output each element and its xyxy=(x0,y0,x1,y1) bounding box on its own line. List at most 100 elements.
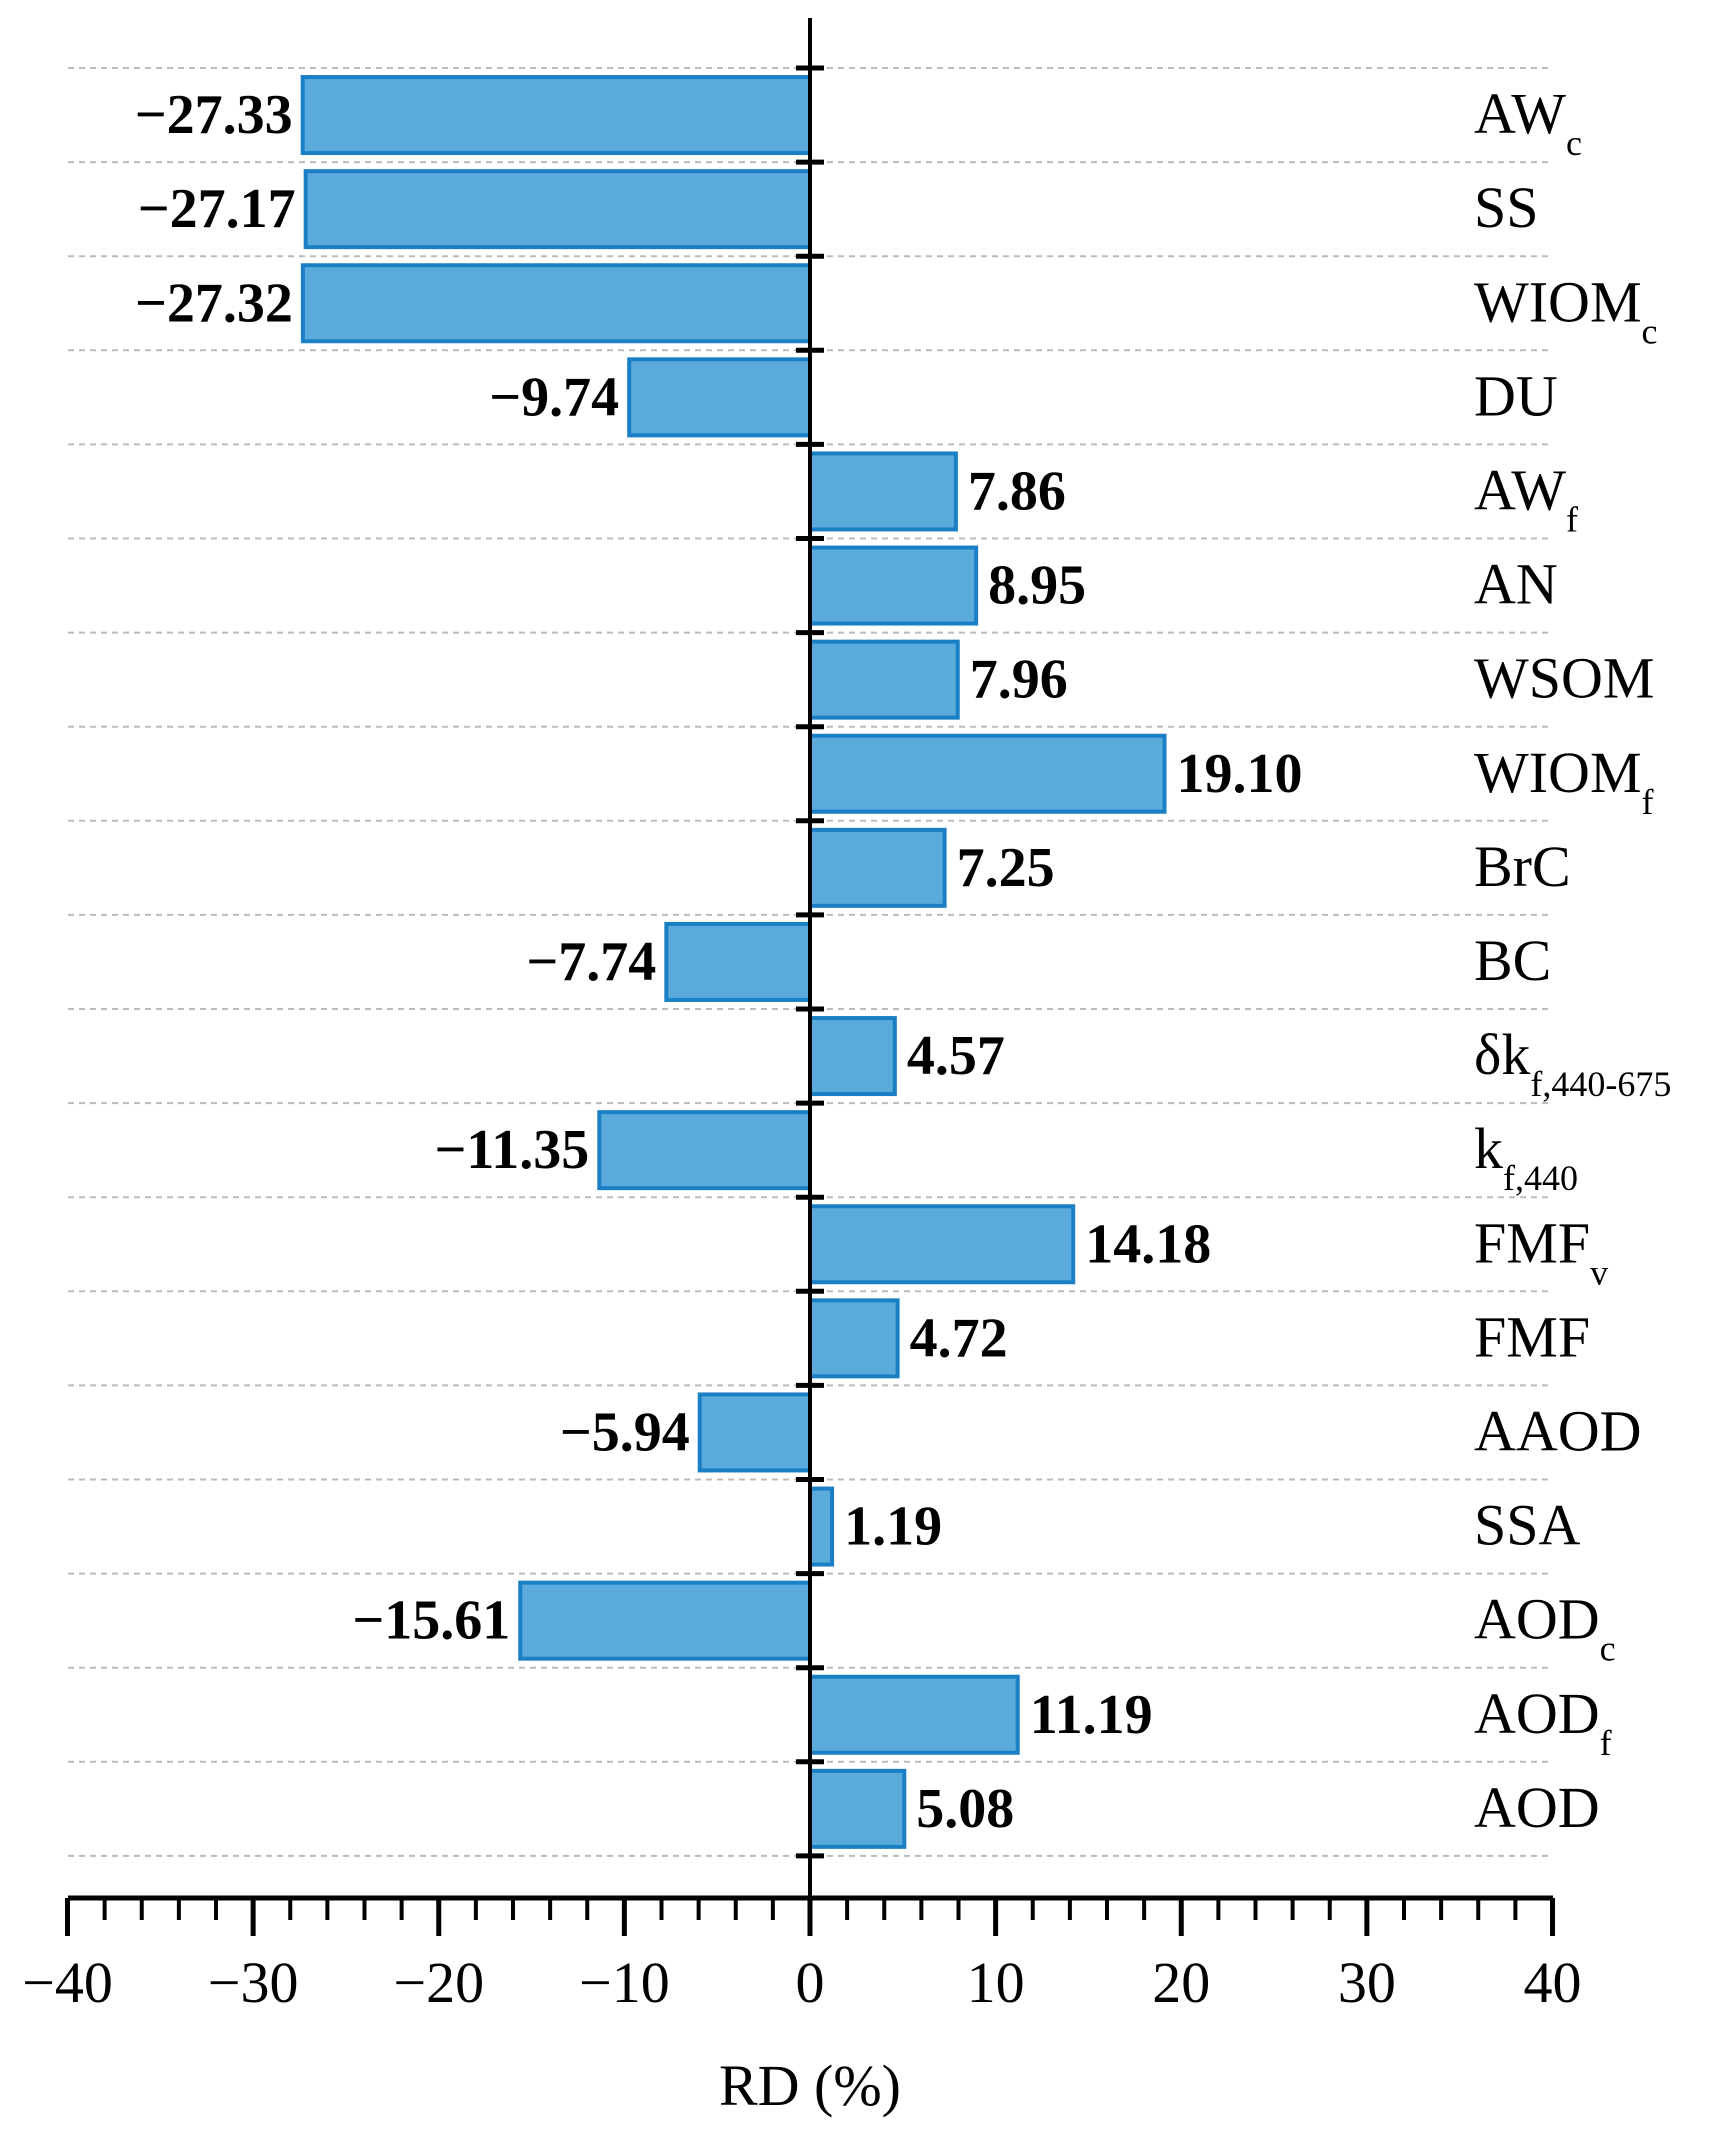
x-tick-label: 40 xyxy=(1524,1950,1582,2015)
category-label: WIOMc xyxy=(1474,269,1658,351)
bar xyxy=(627,357,812,438)
x-tick-label: 10 xyxy=(967,1950,1025,2015)
category-label-subscript: f xyxy=(1566,499,1578,539)
bar xyxy=(808,1674,1020,1755)
category-label-base: AOD xyxy=(1474,1587,1600,1652)
category-label: FMF xyxy=(1474,1304,1590,1369)
bar xyxy=(808,733,1167,814)
category-label-base: δk xyxy=(1474,1022,1530,1087)
category-label: AWc xyxy=(1474,81,1582,163)
category-label-base: SS xyxy=(1474,175,1539,240)
category-label: SSA xyxy=(1474,1493,1581,1558)
category-label-subscript: f xyxy=(1642,782,1654,822)
bar xyxy=(300,263,812,344)
category-label-subscript: f xyxy=(1600,1723,1612,1763)
bar xyxy=(808,1768,907,1849)
x-tick-label: 30 xyxy=(1338,1950,1396,2015)
value-label: −27.32 xyxy=(135,272,293,334)
value-label: 1.19 xyxy=(844,1496,942,1558)
category-label-base: AW xyxy=(1474,457,1566,522)
value-label: 8.95 xyxy=(988,555,1086,617)
category-label-base: DU xyxy=(1474,363,1558,428)
category-label: BC xyxy=(1474,928,1551,993)
category-label: AWf xyxy=(1474,457,1578,539)
value-label: 4.72 xyxy=(910,1307,1008,1369)
value-label: −7.74 xyxy=(526,931,656,993)
value-label: −9.74 xyxy=(489,366,619,428)
category-label: WSOM xyxy=(1474,646,1654,711)
category-label: AODc xyxy=(1474,1587,1616,1669)
bars xyxy=(300,75,1167,1849)
category-label-base: WIOM xyxy=(1474,740,1642,805)
category-label-base: AN xyxy=(1474,552,1558,617)
bar xyxy=(808,1486,835,1567)
x-axis-label: RD (%) xyxy=(719,2053,901,2118)
value-label: 5.08 xyxy=(916,1778,1014,1840)
category-label-subscript: v xyxy=(1590,1252,1608,1292)
value-label: 7.86 xyxy=(968,460,1066,522)
category-label: AN xyxy=(1474,552,1558,617)
category-label-base: FMF xyxy=(1474,1210,1590,1275)
category-label: AODf xyxy=(1474,1681,1612,1763)
category-label: kf,440 xyxy=(1474,1116,1578,1198)
value-label: −5.94 xyxy=(560,1401,690,1463)
value-labels: −27.33 −27.17 −27.32 −9.74 7.86 8.95 7.96 19.10… xyxy=(135,84,1303,1840)
category-label-base: WSOM xyxy=(1474,646,1654,711)
category-label: SS xyxy=(1474,175,1539,240)
value-label: −15.61 xyxy=(352,1590,510,1652)
bar xyxy=(697,1392,813,1473)
category-label-subscript: c xyxy=(1600,1629,1616,1669)
x-tick-label: −30 xyxy=(208,1950,299,2015)
category-label: FMFv xyxy=(1474,1210,1608,1292)
axes: −40 −30 −20 −10 0 10 20 30 40 xyxy=(22,18,1582,2015)
bar xyxy=(808,827,947,908)
bar xyxy=(808,1298,900,1379)
category-label-base: FMF xyxy=(1474,1304,1590,1369)
bar xyxy=(664,921,812,1002)
category-label-base: BrC xyxy=(1474,834,1571,899)
value-label: 7.96 xyxy=(970,649,1068,711)
x-tick-label: −10 xyxy=(579,1950,670,2015)
category-label-base: AOD xyxy=(1474,1681,1600,1746)
value-label: −11.35 xyxy=(434,1119,589,1181)
category-label: DU xyxy=(1474,363,1558,428)
category-label-base: AW xyxy=(1474,81,1566,146)
bar xyxy=(808,1204,1076,1285)
value-label: −27.33 xyxy=(135,84,293,146)
bar xyxy=(303,169,812,250)
category-label: WIOMf xyxy=(1474,740,1654,822)
category-label-base: AAOD xyxy=(1474,1398,1642,1463)
category-label: AAOD xyxy=(1474,1398,1642,1463)
value-label: 4.57 xyxy=(907,1025,1005,1087)
category-label: δkf,440-675 xyxy=(1474,1022,1671,1104)
bar xyxy=(808,1016,897,1097)
value-label: 7.25 xyxy=(957,837,1055,899)
bar xyxy=(808,545,979,626)
x-tick-label: −20 xyxy=(393,1950,484,2015)
category-label-subscript: f,440-675 xyxy=(1530,1064,1671,1104)
category-label-base: SSA xyxy=(1474,1493,1581,1558)
category-label-base: k xyxy=(1474,1116,1503,1181)
value-label: −27.17 xyxy=(138,178,296,240)
value-label: 14.18 xyxy=(1085,1213,1211,1275)
category-label-subscript: c xyxy=(1642,311,1658,351)
category-label-base: BC xyxy=(1474,928,1551,993)
category-label-base: AOD xyxy=(1474,1775,1600,1840)
category-labels: AWcSSWIOMcDUAWfANWSOMWIOMfBrCBCδkf,440-6… xyxy=(1474,81,1671,1840)
x-tick-label: −40 xyxy=(22,1950,113,2015)
bar xyxy=(808,451,958,532)
value-label: 19.10 xyxy=(1177,743,1303,805)
category-label-subscript: f,440 xyxy=(1503,1158,1578,1198)
x-tick-label: 0 xyxy=(796,1950,825,2015)
bar xyxy=(808,639,960,720)
category-label: BrC xyxy=(1474,834,1571,899)
bar xyxy=(518,1580,812,1661)
category-label-subscript: c xyxy=(1566,123,1582,163)
value-label: 11.19 xyxy=(1030,1684,1153,1746)
bar xyxy=(300,75,812,156)
x-tick-label: 20 xyxy=(1152,1950,1210,2015)
bar xyxy=(597,1110,812,1191)
category-label: AOD xyxy=(1474,1775,1600,1840)
category-label-base: WIOM xyxy=(1474,269,1642,334)
